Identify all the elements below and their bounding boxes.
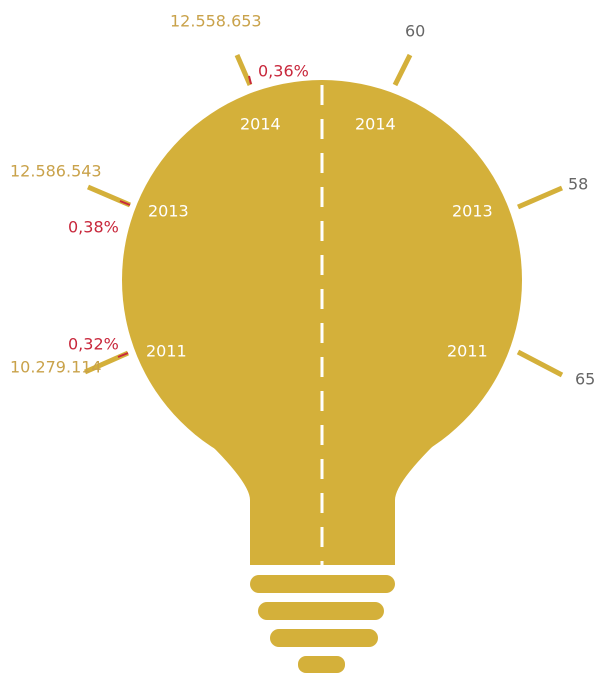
value: 65 bbox=[575, 370, 595, 389]
value: 12.586.543 bbox=[10, 162, 102, 181]
year: 2014 bbox=[240, 115, 281, 134]
bulb bbox=[122, 80, 522, 673]
ray bbox=[234, 54, 253, 86]
ray-tick bbox=[119, 200, 131, 206]
percent: 0,36% bbox=[258, 62, 309, 81]
year: 2014 bbox=[355, 115, 396, 134]
base-tip bbox=[298, 656, 345, 673]
year: 2011 bbox=[146, 342, 187, 361]
year: 2011 bbox=[447, 342, 488, 361]
base-ring bbox=[270, 629, 378, 647]
ray-tick bbox=[117, 352, 129, 358]
percent: 0,32% bbox=[68, 335, 119, 354]
value: 60 bbox=[405, 22, 425, 41]
ray-tick bbox=[248, 75, 252, 85]
value: 10.279.114 bbox=[10, 358, 102, 377]
base-ring bbox=[258, 602, 384, 620]
bulb-glass bbox=[122, 80, 522, 480]
year: 2013 bbox=[148, 202, 189, 221]
percent: 0,38% bbox=[68, 218, 119, 237]
value: 12.558.653 bbox=[170, 12, 262, 31]
base-ring bbox=[250, 575, 395, 593]
year: 2013 bbox=[452, 202, 493, 221]
ray bbox=[516, 349, 564, 378]
ray bbox=[392, 53, 413, 87]
ray bbox=[517, 185, 563, 210]
value: 58 bbox=[568, 175, 588, 194]
